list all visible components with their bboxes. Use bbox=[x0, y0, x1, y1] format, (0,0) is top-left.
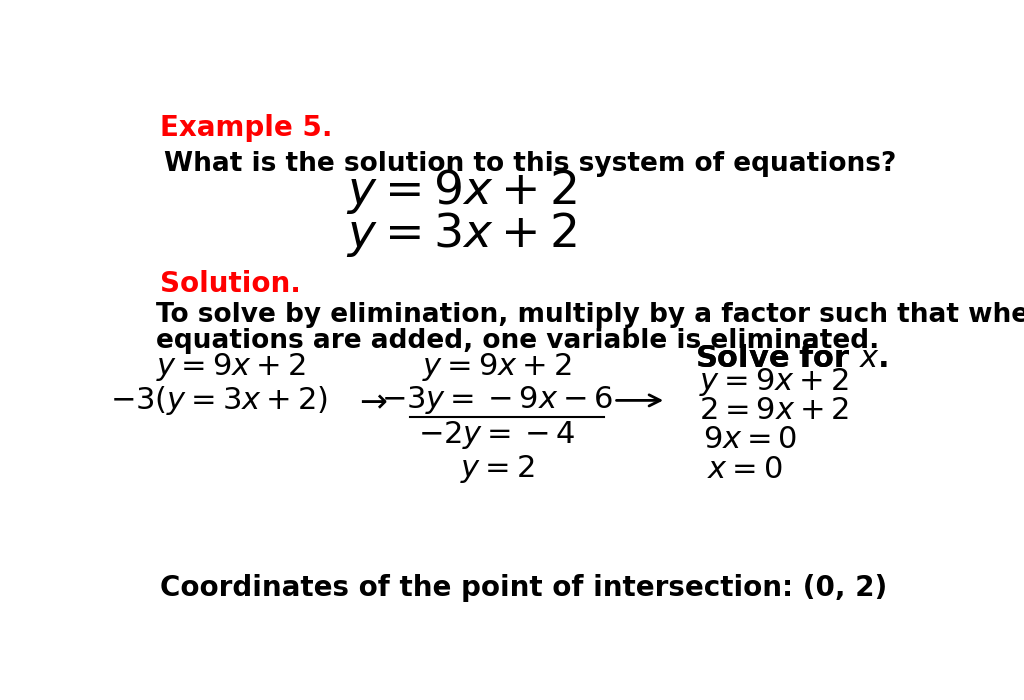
Text: $y = 3x + 2$: $y = 3x + 2$ bbox=[346, 211, 577, 260]
Text: Example 5.: Example 5. bbox=[160, 113, 332, 141]
Text: $\mathbf{Solve\ for}$: $\mathbf{Solve\ for}$ bbox=[695, 344, 851, 373]
Text: $x = 0$: $x = 0$ bbox=[708, 455, 783, 484]
Text: Solution.: Solution. bbox=[160, 270, 301, 298]
Text: equations are added, one variable is eliminated.: equations are added, one variable is eli… bbox=[156, 328, 879, 354]
Text: $y = 9x + 2$: $y = 9x + 2$ bbox=[699, 365, 849, 398]
Text: $-3y = -9x - 6$: $-3y = -9x - 6$ bbox=[381, 384, 613, 416]
Text: $y = 2$: $y = 2$ bbox=[460, 454, 535, 485]
Text: Solve for $\mathit{x}$.: Solve for $\mathit{x}$. bbox=[695, 344, 889, 373]
Text: Coordinates of the point of intersection: (0, 2): Coordinates of the point of intersection… bbox=[160, 575, 887, 603]
Text: What is the solution to this system of equations?: What is the solution to this system of e… bbox=[164, 151, 896, 177]
Text: $y = 9x + 2$: $y = 9x + 2$ bbox=[346, 167, 577, 216]
Text: $-2y = -4$: $-2y = -4$ bbox=[418, 419, 575, 452]
Text: To solve by elimination, multiply by a factor such that when the: To solve by elimination, multiply by a f… bbox=[156, 302, 1024, 328]
Text: $\rightarrow$: $\rightarrow$ bbox=[352, 384, 387, 417]
Text: $y = 9x + 2$: $y = 9x + 2$ bbox=[422, 351, 571, 383]
Text: $9x = 0$: $9x = 0$ bbox=[703, 425, 798, 454]
Text: $2 = 9x + 2$: $2 = 9x + 2$ bbox=[699, 395, 850, 425]
Text: $-3(y = 3x + 2)$: $-3(y = 3x + 2)$ bbox=[111, 384, 329, 417]
Text: $y = 9x + 2$: $y = 9x + 2$ bbox=[157, 351, 306, 383]
